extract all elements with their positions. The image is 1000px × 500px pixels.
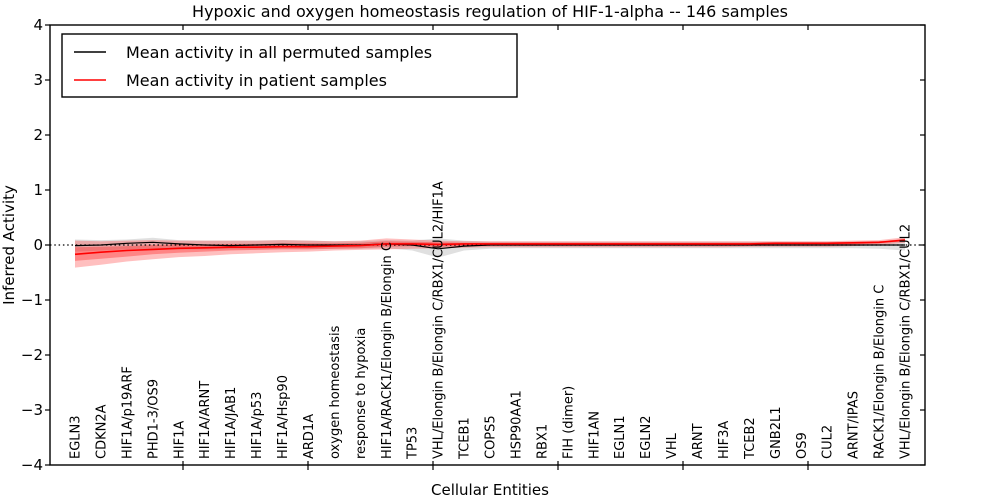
patient-band-outer bbox=[75, 237, 905, 268]
x-axis-label: Cellular Entities bbox=[431, 481, 549, 499]
entity-tick-label: HIF1AN bbox=[587, 411, 602, 459]
y-tick-label: 2 bbox=[33, 126, 43, 144]
y-tick-label: 1 bbox=[33, 181, 43, 199]
plot-border bbox=[49, 24, 926, 466]
entity-tick-label: HIF1A/Hsp90 bbox=[276, 375, 291, 459]
patient-mean-line bbox=[74, 239, 906, 256]
entity-tick-label: VHL bbox=[665, 432, 680, 459]
legend-box bbox=[61, 33, 518, 98]
entity-tick-label: HSP90AA1 bbox=[509, 390, 524, 459]
entity-tick-label: RBX1 bbox=[535, 424, 550, 459]
legend-label-patient: Mean activity in patient samples bbox=[126, 71, 387, 90]
legend-item-patient: Mean activity in patient samples bbox=[74, 71, 387, 90]
entity-tick-label: TP53 bbox=[406, 427, 421, 460]
legend-label-permuted: Mean activity in all permuted samples bbox=[126, 43, 432, 62]
entity-tick-label: ARNT bbox=[691, 423, 706, 459]
permuted-band bbox=[75, 237, 905, 258]
entity-tick-label: VHL/Elongin B/Elongin C/RBX1/CUL2/HIF1A bbox=[432, 181, 447, 459]
entity-tick-label: oxygen homeostasis bbox=[328, 325, 343, 459]
entity-tick-label: response to hypoxia bbox=[354, 328, 369, 459]
entity-tick-label: ARD1A bbox=[302, 414, 317, 459]
y-tick-label: −1 bbox=[21, 291, 43, 309]
entity-tick-label: HIF1A/RACK1/Elongin B/Elongin C bbox=[380, 242, 395, 459]
entity-tick-label: HIF1A/ARNT bbox=[198, 381, 213, 459]
y-tick-label: 4 bbox=[33, 16, 43, 34]
y-tick-label: −2 bbox=[21, 346, 43, 364]
legend-item-permuted: Mean activity in all permuted samples bbox=[74, 43, 432, 62]
y-tick-label: −4 bbox=[21, 456, 43, 474]
entity-tick-label: TCEB2 bbox=[743, 417, 758, 460]
entity-tick-label: RACK1/Elongin B/Elongin C bbox=[873, 285, 888, 459]
entity-tick-label: ARNT/IPAS bbox=[847, 391, 862, 459]
y-tick-label: −3 bbox=[21, 401, 43, 419]
entity-tick-label: CDKN2A bbox=[94, 404, 109, 459]
entity-tick-label: VHL/Elongin B/Elongin C/RBX1/CUL2 bbox=[899, 224, 914, 459]
entity-tick-label: PHD1-3/OS9 bbox=[146, 379, 161, 459]
entity-tick-label: HIF3A bbox=[717, 421, 732, 459]
legend: Mean activity in all permuted samples Me… bbox=[61, 33, 518, 98]
plot-area: 4 3 2 1 0 −1 −2 −3 −4 EGLN3 CDKN2A HIF1A/p19ARF PHD1… bbox=[21, 16, 926, 474]
entity-tick-label: OS9 bbox=[795, 432, 810, 459]
entity-tick-label: TCEB1 bbox=[458, 417, 473, 460]
entity-tick-label: CUL2 bbox=[821, 425, 836, 459]
entity-tick-label: HIF1A/p19ARF bbox=[120, 366, 135, 459]
entity-tick-label: FIH (dimer) bbox=[561, 386, 576, 459]
entity-tick-label: HIF1A/p53 bbox=[250, 392, 265, 459]
entity-tick-label: HIF1A/JAB1 bbox=[224, 387, 239, 459]
y-tick-label: 3 bbox=[33, 71, 43, 89]
y-axis-label: Inferred Activity bbox=[0, 185, 18, 305]
entity-tick-label: COPS5 bbox=[484, 415, 499, 459]
permuted-mean-line bbox=[74, 241, 905, 250]
entity-tick-label: HIF1A bbox=[172, 421, 187, 459]
entity-tick-label: EGLN2 bbox=[639, 415, 654, 459]
entity-tick-label: GNB2L1 bbox=[769, 406, 784, 459]
y-tick-label: 0 bbox=[33, 236, 43, 254]
entity-tick-label: EGLN1 bbox=[613, 415, 628, 459]
chart-title: Hypoxic and oxygen homeostasis regulatio… bbox=[192, 2, 788, 21]
entity-tick-label: EGLN3 bbox=[69, 415, 84, 459]
